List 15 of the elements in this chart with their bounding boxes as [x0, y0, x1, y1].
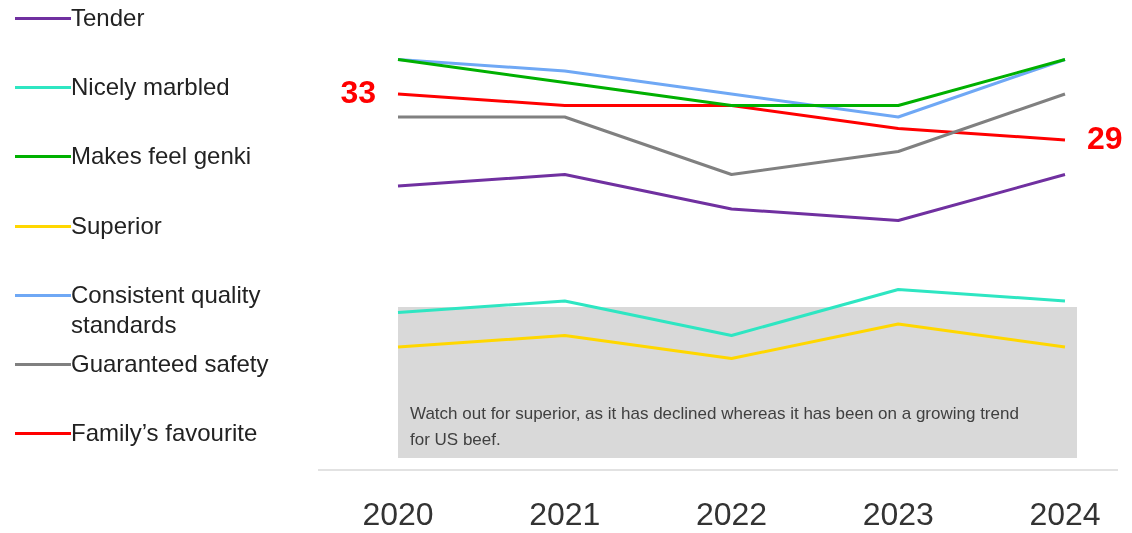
legend-label: Guaranteed safety — [71, 349, 270, 379]
x-tick-label: 2020 — [362, 495, 434, 532]
x-tick-label: 2024 — [1029, 495, 1101, 532]
x-tick-label: 2022 — [695, 495, 768, 532]
data-label: 33 — [340, 73, 376, 110]
legend-label: Nicely marbled — [71, 72, 231, 103]
legend-label: Tender — [71, 3, 146, 33]
legend-label: Superior — [71, 210, 163, 241]
legend-label: Makes feel genki — [71, 141, 253, 172]
x-tick-label: 2023 — [862, 495, 934, 532]
x-tick-label: 2021 — [529, 495, 601, 532]
text-box: Watch out for superior, as it has declined whereas it has been on a growing trend for US beef. — [398, 307, 1077, 458]
legend-label: Consistent quality standards — [71, 279, 262, 340]
data-label: 29 — [1087, 119, 1123, 156]
legend-label: Family’s favourite — [71, 418, 259, 449]
